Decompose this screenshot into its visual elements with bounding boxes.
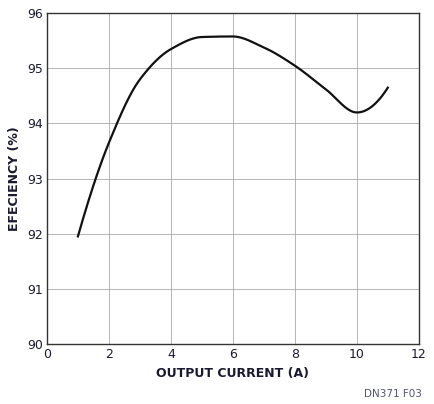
X-axis label: OUTPUT CURRENT (A): OUTPUT CURRENT (A) [156,366,309,379]
Y-axis label: EFECIENCY (%): EFECIENCY (%) [8,126,21,231]
Text: DN371 F03: DN371 F03 [363,389,421,399]
